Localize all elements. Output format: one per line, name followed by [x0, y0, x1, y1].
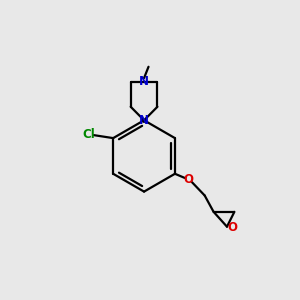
Text: O: O	[183, 172, 193, 186]
Text: Cl: Cl	[82, 128, 95, 141]
Text: N: N	[139, 114, 149, 127]
Text: O: O	[227, 221, 237, 234]
Text: N: N	[139, 75, 149, 88]
